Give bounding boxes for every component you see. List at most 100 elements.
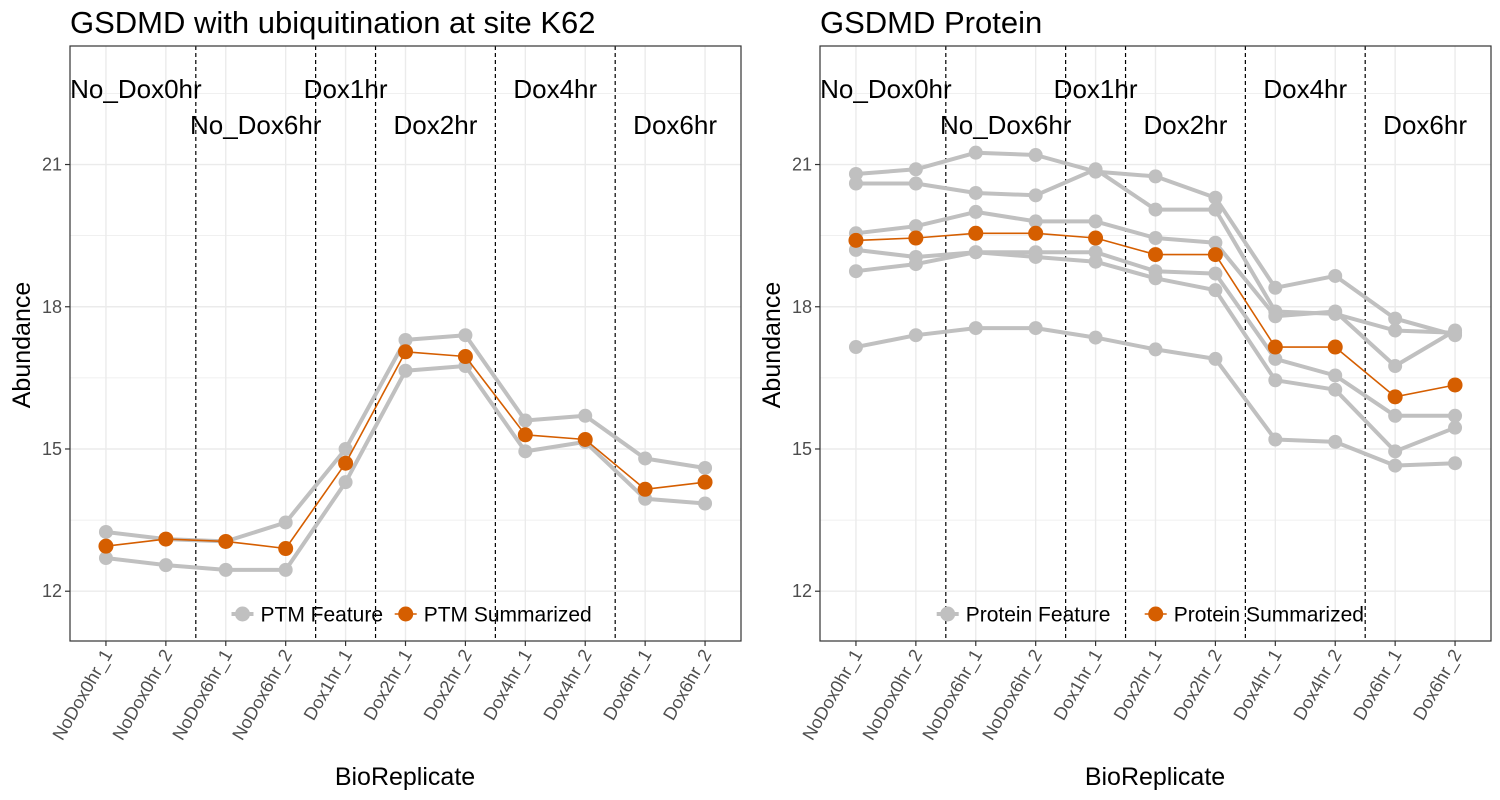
condition-label: Dox6hr: [633, 110, 717, 140]
feature-point: [278, 515, 293, 530]
condition-label: No_Dox6hr: [190, 110, 322, 140]
feature-point: [1208, 283, 1223, 298]
x-tick-label: NoDox0hr_2: [858, 646, 927, 744]
feature-point: [968, 204, 983, 219]
feature-point: [908, 176, 923, 191]
summarized-point: [1207, 247, 1223, 263]
y-tick-label: 12: [792, 581, 812, 601]
summarized-point: [1447, 377, 1463, 393]
x-tick-label: Dox2hr_2: [420, 646, 477, 724]
summarized-point: [1327, 339, 1343, 355]
feature-point: [1448, 323, 1463, 338]
x-tick-label: Dox2hr_2: [1170, 646, 1227, 724]
x-tick-label: Dox6hr_2: [1409, 646, 1466, 724]
feature-point: [1328, 304, 1343, 319]
summarized-point: [338, 455, 354, 471]
feature-point: [1388, 458, 1403, 473]
feature-point: [1388, 444, 1403, 459]
condition-label: Dox1hr: [1054, 74, 1138, 104]
x-axis-title: BioReplicate: [335, 763, 475, 791]
feature-point: [908, 257, 923, 272]
feature-point: [1208, 190, 1223, 205]
feature-point: [1448, 420, 1463, 435]
y-tick-label: 18: [42, 297, 62, 317]
feature-point: [848, 264, 863, 279]
feature-point: [338, 475, 353, 490]
legend-key-marker: [235, 606, 250, 622]
feature-point: [1028, 321, 1043, 336]
feature-point: [398, 363, 413, 378]
feature-point: [158, 558, 173, 573]
legend-label: Protein Summarized: [1174, 604, 1364, 627]
x-tick-label: NoDox6hr_2: [228, 646, 297, 744]
summarized-point: [218, 533, 234, 549]
y-tick-label: 18: [792, 297, 812, 317]
legend-key-marker: [398, 606, 414, 622]
feature-point: [1208, 351, 1223, 366]
condition-label: Dox4hr: [1263, 74, 1347, 104]
feature-point: [218, 562, 233, 577]
feature-point: [398, 332, 413, 347]
legend-key-marker: [1148, 606, 1164, 622]
condition-label: Dox2hr: [1144, 110, 1228, 140]
feature-point: [278, 562, 293, 577]
feature-point: [578, 408, 593, 423]
summarized-point: [158, 531, 174, 547]
summarized-point: [577, 432, 593, 448]
feature-point: [1388, 359, 1403, 374]
summarized-point: [848, 232, 864, 248]
feature-point: [968, 321, 983, 336]
y-axis-title: Abundance: [758, 282, 786, 409]
condition-label: No_Dox0hr: [820, 74, 952, 104]
feature-point: [1148, 271, 1163, 286]
x-tick-label: Dox4hr_2: [1289, 646, 1346, 724]
x-tick-label: NoDox6hr_1: [168, 646, 237, 744]
x-tick-label: Dox2hr_1: [1110, 646, 1167, 724]
feature-point: [1328, 368, 1343, 383]
x-tick-label: NoDox6hr_1: [918, 646, 987, 744]
chart-title: GSDMD with ubiquitination at site K62: [70, 5, 596, 40]
feature-point: [968, 245, 983, 260]
feature-point: [1028, 214, 1043, 229]
feature-point: [968, 145, 983, 160]
summarized-point: [1387, 389, 1403, 405]
feature-point: [1148, 342, 1163, 357]
summarized-point: [517, 427, 533, 443]
feature-point: [98, 551, 113, 566]
feature-point: [1028, 249, 1043, 264]
summarized-point: [398, 344, 413, 360]
x-tick-label: Dox6hr_1: [1349, 646, 1406, 724]
feature-point: [1208, 202, 1223, 217]
feature-point: [698, 460, 713, 475]
y-tick-label: 15: [792, 439, 812, 459]
feature-point: [698, 496, 713, 511]
y-tick-label: 15: [42, 439, 62, 459]
summarized-point: [697, 474, 713, 490]
feature-point: [1208, 266, 1223, 281]
feature-point: [1088, 162, 1103, 177]
feature-point: [1088, 254, 1103, 269]
chart-title: GSDMD Protein: [820, 5, 1042, 40]
x-tick-label: Dox4hr_1: [1229, 646, 1286, 724]
condition-label: Dox6hr: [1383, 110, 1467, 140]
condition-label: Dox2hr: [394, 110, 478, 140]
feature-point: [1148, 202, 1163, 217]
x-tick-label: Dox4hr_1: [479, 646, 536, 724]
y-tick-label: 12: [42, 581, 62, 601]
x-tick-label: NoDox0hr_1: [49, 646, 118, 744]
feature-point: [1448, 456, 1463, 471]
feature-point: [1388, 323, 1403, 338]
feature-point: [518, 413, 533, 428]
legend-key-marker: [940, 606, 956, 622]
feature-point: [1148, 169, 1163, 184]
summarized-point: [1267, 339, 1283, 355]
condition-label: No_Dox0hr: [70, 74, 202, 104]
y-tick-label: 21: [792, 155, 812, 175]
summarized-point: [1148, 247, 1163, 263]
feature-point: [1088, 330, 1103, 345]
feature-point: [1268, 309, 1283, 324]
feature-point: [1328, 268, 1343, 283]
x-tick-label: Dox6hr_1: [599, 646, 656, 724]
